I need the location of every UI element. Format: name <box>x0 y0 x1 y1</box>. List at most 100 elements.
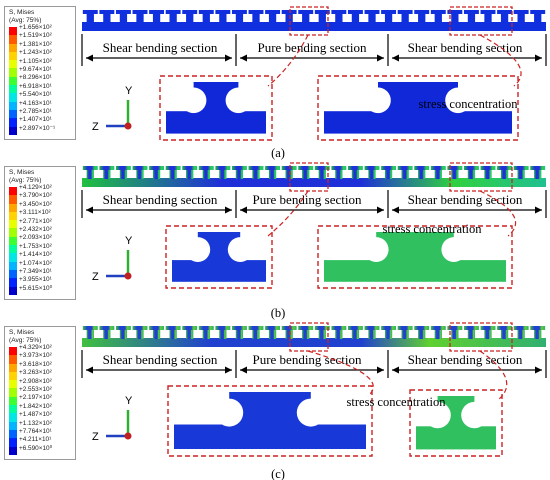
beam-flange <box>115 166 131 170</box>
highlight-box <box>289 6 329 36</box>
axis-triad: YZ <box>92 85 133 133</box>
legend-value: +2.771×10² <box>19 217 52 225</box>
legend-swatch <box>9 253 17 262</box>
legend-value: +7.764×10¹ <box>19 427 52 435</box>
section-label-left: Shear bending section <box>103 40 218 55</box>
zoom-hole <box>441 237 467 262</box>
beam-tooth <box>235 166 244 179</box>
beam-tooth <box>285 10 293 23</box>
zoom-box <box>317 75 519 141</box>
zoom-hole <box>365 87 391 114</box>
legend-value: +3.618×10² <box>19 360 52 368</box>
beam-tooth <box>186 326 194 339</box>
connector-curve <box>267 190 309 237</box>
zoom-hole <box>363 237 389 262</box>
arrowhead <box>392 54 399 62</box>
zoom-box <box>317 225 513 289</box>
panel-caption: (b) <box>271 306 286 320</box>
beam-tooth <box>517 326 525 339</box>
zoom-base <box>324 111 512 134</box>
legend-swatch <box>9 187 17 196</box>
beam-flange <box>198 166 214 170</box>
legend-swatch <box>9 118 17 127</box>
beam-tooth <box>434 10 442 23</box>
section-label-right: Shear bending section <box>408 192 523 207</box>
legend-value: +4.163×10¹ <box>19 99 52 107</box>
beam-flange <box>381 10 397 14</box>
beam-flange <box>132 10 148 14</box>
beam-tooth <box>119 166 128 179</box>
zoom-tooth <box>378 82 458 114</box>
beam-flange <box>215 10 231 14</box>
connector-curve <box>267 34 309 87</box>
connector-curve <box>479 350 508 401</box>
legend-value: +8.296×10¹ <box>19 74 52 82</box>
arrowhead <box>86 366 93 374</box>
arrowhead <box>377 366 384 374</box>
zoom-tooth <box>376 232 454 263</box>
beam-tooth <box>384 10 393 23</box>
legend-swatch <box>9 278 17 287</box>
beam-flange <box>248 326 264 330</box>
beam-flange <box>198 326 214 330</box>
zoom-hole <box>215 398 244 427</box>
beam-flange <box>397 10 413 14</box>
zoom-box <box>409 389 503 457</box>
beam-flange <box>99 166 115 170</box>
beam-flange <box>381 326 397 330</box>
beam-tooth <box>86 326 94 339</box>
origin-marker <box>124 122 132 130</box>
beam-tooth <box>136 326 144 339</box>
legend-colorbar <box>9 187 17 295</box>
zoom-hole <box>461 401 488 429</box>
origin-marker <box>124 272 132 280</box>
section-label-right: Shear bending section <box>408 352 523 367</box>
beam-flange <box>265 10 281 14</box>
beam-tooth <box>103 326 111 339</box>
arrowhead <box>535 206 542 214</box>
beam-flange <box>430 166 446 170</box>
beam-flange <box>82 166 98 170</box>
beam-flange <box>480 10 496 14</box>
beam-figure: Shear bending section Pure bending secti… <box>81 6 547 160</box>
beam-tooth <box>534 166 542 179</box>
legend-subtitle: (Avg: 75%) <box>9 337 42 344</box>
beam-flange <box>364 326 380 330</box>
legend-swatch <box>9 429 17 439</box>
legend-swatch <box>9 371 17 381</box>
beam-flange <box>364 10 380 14</box>
legend-value: +6.918×10¹ <box>19 82 52 90</box>
z-axis-label: Z <box>92 271 99 283</box>
legend-colorbar <box>9 27 17 135</box>
section-label-middle: Pure bending section <box>252 192 362 207</box>
zoom-base <box>324 260 506 282</box>
beam-tooth <box>86 10 94 23</box>
beam-flange <box>298 326 314 330</box>
legend-swatch <box>9 355 17 364</box>
beam-tooth <box>534 326 542 339</box>
beam-flange <box>281 10 297 14</box>
beam-tooth <box>169 326 177 339</box>
beam-flange <box>281 326 297 330</box>
arrowhead <box>225 366 232 374</box>
section-dimensions <box>81 350 547 378</box>
beam-tooth <box>119 10 128 23</box>
beam-tooth <box>152 10 161 23</box>
arrowhead <box>377 54 384 62</box>
beam-flange <box>513 166 529 170</box>
beam-model <box>82 322 546 352</box>
beam-tooth <box>335 326 343 339</box>
zoom-hole <box>185 237 211 262</box>
annotation-label: stress concentration <box>419 97 519 111</box>
beam-flange <box>397 166 413 170</box>
beam-tooth <box>219 10 227 23</box>
legend-value: +1.519×10² <box>19 32 52 40</box>
highlight-box <box>289 162 329 192</box>
beam-tooth <box>451 166 459 179</box>
legend-value: +7.349×10¹ <box>19 267 52 275</box>
zoom-hole <box>445 87 471 114</box>
beam-flange <box>149 166 165 170</box>
beam-flange <box>149 10 165 14</box>
stress-legend: S, Mises (Avg: 75%) +1.656×10² +1.519×10… <box>4 6 76 140</box>
arrowhead <box>377 206 384 214</box>
